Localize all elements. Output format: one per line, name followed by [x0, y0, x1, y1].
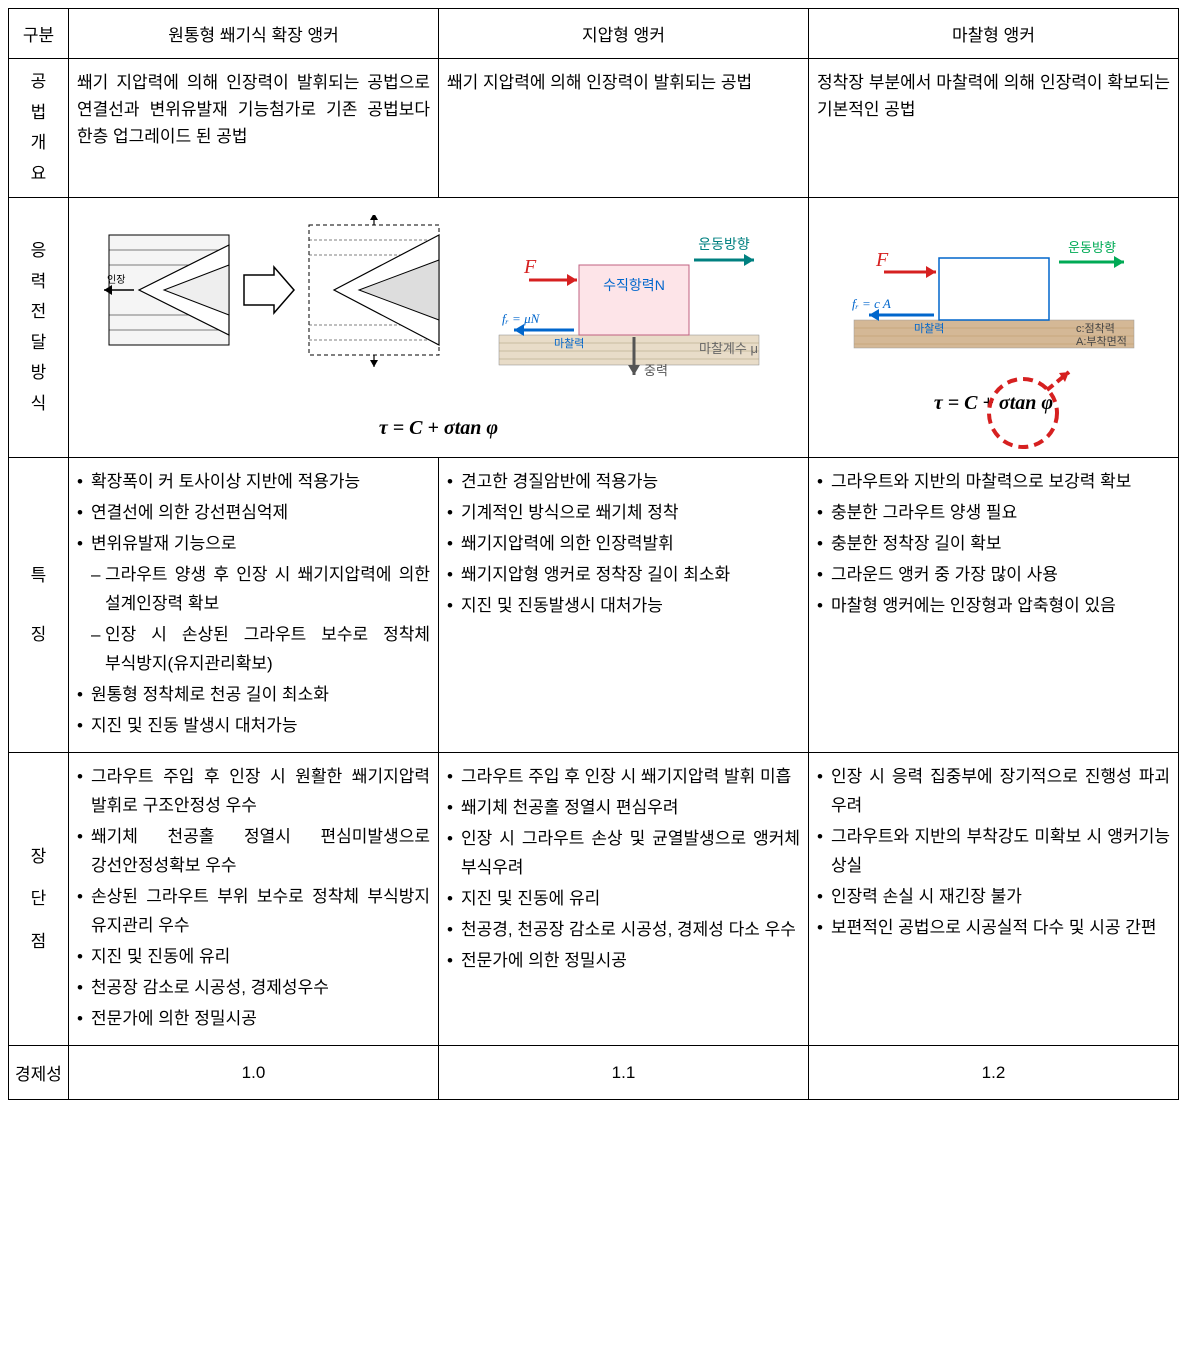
header-row: 구분 원통형 쐐기식 확장 앵커 지압형 앵커 마찰형 앵커	[9, 9, 1179, 59]
gravity-label: 중력	[644, 363, 668, 378]
features-c3: 그라우트와 지반의 마찰력으로 보강력 확보 충분한 그라우트 양생 필요 충분…	[809, 458, 1179, 753]
friction-label: 마찰력	[554, 337, 584, 350]
adhesion-diagram: F 운동방향 fᵣ = c A 마찰력 c:점착력 A:부착면적	[844, 240, 1144, 380]
adhesion-friction-label: 마찰력	[914, 322, 944, 335]
economy-label: 경제성	[9, 1046, 69, 1100]
comparison-table: 구분 원통형 쐐기식 확장 앵커 지압형 앵커 마찰형 앵커 공 법 개 요 쐐…	[8, 8, 1179, 1100]
economy-c1: 1.0	[69, 1046, 439, 1100]
economy-row: 경제성 1.0 1.1 1.2	[9, 1046, 1179, 1100]
motion-label: 운동방향	[698, 236, 750, 252]
adhesion-a-label: A:부착면적	[1076, 335, 1127, 348]
features-c2: 견고한 경질암반에 적용가능 기계적인 방식으로 쐐기체 정착 쐐기지압력에 의…	[439, 458, 809, 753]
overview-c1: 쐐기 지압력에 의해 인장력이 발휘되는 공법으로 연결선과 변위유발재 기능첨…	[69, 59, 439, 198]
overview-row: 공 법 개 요 쐐기 지압력에 의해 인장력이 발휘되는 공법으로 연결선과 변…	[9, 59, 1179, 198]
features-label: 특 징	[9, 458, 69, 753]
header-col2: 지압형 앵커	[439, 9, 809, 59]
proscons-c2: 그라우트 주입 후 인장 시 쐐기지압력 발휘 미흡 쐐기체 천공홀 정열시 편…	[439, 753, 809, 1046]
overview-label: 공 법 개 요	[9, 59, 69, 198]
header-col1: 원통형 쐐기식 확장 앵커	[69, 9, 439, 59]
mechanism-label: 응 력 전 달 방 식	[9, 198, 69, 458]
proscons-row: 장 단 점 그라우트 주입 후 인장 시 원활한 쐐기지압력 발휘로 구조안정성…	[9, 753, 1179, 1046]
proscons-label: 장 단 점	[9, 753, 69, 1046]
formula-merged: τ = C + σtan φ	[77, 417, 800, 440]
wedge-and-friction-diagram: 인장	[99, 215, 779, 405]
mechanism-row: 응 력 전 달 방 식	[9, 198, 1179, 458]
header-col3: 마찰형 앵커	[809, 9, 1179, 59]
economy-c3: 1.2	[809, 1046, 1179, 1100]
features-c1: 확장폭이 커 토사이상 지반에 적용가능 연결선에 의한 강선편심억제 변위유발…	[69, 458, 439, 753]
header-category: 구분	[9, 9, 69, 59]
mu-label: 마찰계수 μ	[699, 341, 758, 356]
adhesion-formula-label: fᵣ = c A	[852, 296, 891, 311]
adhesion-c-label: c:점착력	[1076, 322, 1115, 335]
normal-force-label: 수직항력N	[603, 277, 665, 293]
mechanism-diagram-merged: 인장	[69, 198, 809, 458]
proscons-c3: 인장 시 응력 집중부에 장기적으로 진행성 파괴 우려 그라우트와 지반의 부…	[809, 753, 1179, 1046]
proscons-c1: 그라우트 주입 후 인장 시 원활한 쐐기지압력 발휘로 구조안정성 우수 쐐기…	[69, 753, 439, 1046]
svg-text:인장: 인장	[107, 274, 125, 286]
friction-formula-label: fᵣ = μN	[502, 311, 541, 326]
formula-c3: τ = C + σtan φ	[934, 392, 1053, 415]
motion-label-c3: 운동방향	[1068, 240, 1116, 255]
overview-c2: 쐐기 지압력에 의해 인장력이 발휘되는 공법	[439, 59, 809, 198]
features-row: 특 징 확장폭이 커 토사이상 지반에 적용가능 연결선에 의한 강선편심억제 …	[9, 458, 1179, 753]
force-F-label: F	[523, 256, 537, 278]
force-F-label-c3: F	[875, 249, 889, 271]
red-dashed-circle-icon	[985, 368, 1075, 458]
economy-c2: 1.1	[439, 1046, 809, 1100]
mechanism-diagram-c3: F 운동방향 fᵣ = c A 마찰력 c:점착력 A:부착면적 τ = C +…	[809, 198, 1179, 458]
overview-c3: 정착장 부분에서 마찰력에 의해 인장력이 확보되는 기본적인 공법	[809, 59, 1179, 198]
